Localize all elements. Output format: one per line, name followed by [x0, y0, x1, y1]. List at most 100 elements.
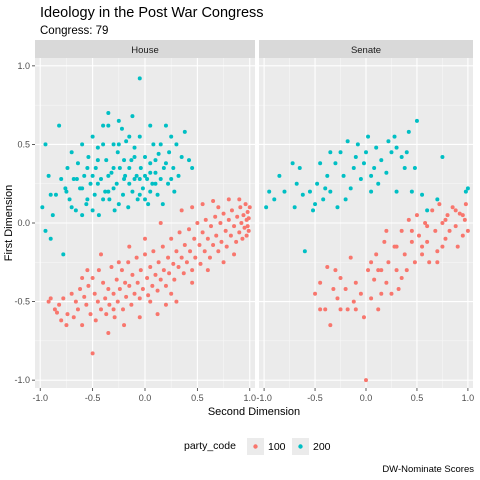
data-point-house-200 — [167, 150, 172, 155]
data-point-house-100 — [75, 307, 80, 312]
data-point-house-200 — [137, 76, 142, 81]
data-point-house-200 — [143, 173, 147, 178]
data-point-house-100 — [132, 291, 137, 296]
data-point-house-100 — [224, 244, 229, 249]
data-point-senate-100 — [369, 296, 374, 301]
data-point-house-100 — [96, 268, 101, 273]
data-point-senate-100 — [445, 213, 450, 218]
data-point-house-200 — [90, 173, 95, 178]
data-point-house-200 — [104, 158, 109, 163]
data-point-senate-200 — [343, 197, 348, 202]
data-point-senate-100 — [420, 252, 425, 257]
data-point-senate-100 — [348, 255, 353, 260]
points-house — [40, 76, 252, 356]
data-point-senate-100 — [372, 277, 377, 282]
data-point-house-200 — [85, 166, 90, 170]
data-point-senate-100 — [453, 224, 458, 229]
data-point-senate-100 — [318, 307, 323, 312]
data-point-house-200 — [43, 228, 48, 233]
data-point-house-200 — [65, 166, 70, 170]
data-point-house-200 — [169, 134, 174, 139]
data-point-senate-100 — [462, 217, 467, 222]
data-point-house-100 — [52, 307, 57, 312]
data-point-senate-100 — [384, 280, 389, 285]
data-point-senate-100 — [433, 228, 438, 233]
y-tick-label: 0.5 — [17, 139, 30, 149]
data-point-senate-100 — [353, 280, 358, 285]
data-point-house-100 — [245, 210, 250, 214]
data-point-house-100 — [103, 296, 108, 301]
data-point-senate-100 — [409, 228, 414, 233]
data-point-house-100 — [109, 265, 114, 269]
data-point-house-200 — [176, 173, 181, 178]
data-point-house-200 — [82, 173, 87, 178]
data-point-house-100 — [239, 221, 244, 225]
data-point-house-200 — [132, 155, 137, 159]
data-point-house-100 — [124, 294, 129, 299]
data-point-senate-100 — [430, 208, 435, 213]
data-point-house-100 — [122, 323, 127, 328]
data-point-senate-100 — [358, 291, 363, 296]
data-point-house-200 — [101, 197, 106, 202]
data-point-house-200 — [73, 208, 78, 213]
data-point-house-100 — [243, 202, 248, 207]
data-point-senate-200 — [379, 158, 384, 163]
data-point-house-100 — [202, 249, 207, 254]
data-point-house-200 — [90, 208, 95, 213]
data-point-senate-100 — [435, 260, 440, 265]
data-point-house-100 — [234, 239, 239, 244]
data-point-senate-100 — [374, 252, 379, 257]
facet-strip-house — [35, 40, 255, 58]
data-point-house-200 — [153, 181, 158, 186]
data-point-house-100 — [71, 315, 76, 320]
data-point-senate-200 — [282, 189, 287, 194]
data-point-senate-100 — [450, 205, 455, 210]
data-point-senate-100 — [325, 265, 330, 269]
data-point-house-200 — [148, 189, 153, 194]
data-point-house-200 — [95, 158, 100, 163]
data-point-senate-100 — [447, 228, 452, 233]
data-point-house-200 — [155, 192, 160, 197]
data-point-house-100 — [181, 271, 186, 276]
data-point-house-100 — [226, 197, 231, 202]
data-point-house-200 — [130, 189, 135, 194]
data-point-house-200 — [121, 192, 125, 197]
legend: party_code 100 200 — [184, 438, 331, 455]
data-point-house-200 — [148, 170, 153, 175]
data-point-senate-100 — [409, 239, 414, 244]
data-point-house-200 — [163, 161, 168, 166]
data-point-senate-200 — [420, 192, 425, 197]
data-point-house-200 — [158, 177, 163, 181]
data-point-house-100 — [179, 208, 184, 213]
data-point-senate-200 — [465, 186, 470, 191]
legend-key-200 — [298, 444, 303, 449]
data-point-house-100 — [153, 272, 158, 277]
data-point-house-100 — [211, 199, 216, 203]
y-axis-title: First Dimension — [3, 185, 15, 261]
data-point-house-100 — [179, 255, 184, 260]
data-point-senate-100 — [384, 228, 389, 233]
data-point-senate-100 — [399, 276, 404, 280]
data-point-senate-200 — [409, 189, 414, 194]
data-point-house-100 — [235, 214, 240, 219]
data-point-house-200 — [114, 181, 119, 186]
data-point-senate-100 — [331, 287, 336, 291]
data-point-house-100 — [174, 249, 179, 254]
data-point-house-200 — [143, 155, 147, 159]
data-point-house-100 — [187, 227, 191, 232]
data-point-house-100 — [198, 261, 203, 266]
data-point-house-100 — [244, 233, 249, 238]
data-point-house-200 — [182, 129, 187, 134]
x-axis-house: -1.0 -0.5 0.0 0.5 1.0 — [32, 388, 256, 403]
data-point-house-200 — [190, 166, 195, 170]
data-point-house-100 — [85, 268, 90, 273]
data-point-senate-100 — [425, 224, 430, 229]
facet-label-senate: Senate — [351, 45, 381, 56]
data-point-house-200 — [127, 181, 132, 186]
data-point-house-100 — [247, 205, 252, 210]
data-point-senate-200 — [364, 150, 368, 155]
x-tick-label: 0.5 — [191, 393, 204, 403]
data-point-house-200 — [88, 181, 93, 186]
data-point-house-100 — [205, 268, 210, 273]
data-point-house-100 — [146, 293, 151, 298]
